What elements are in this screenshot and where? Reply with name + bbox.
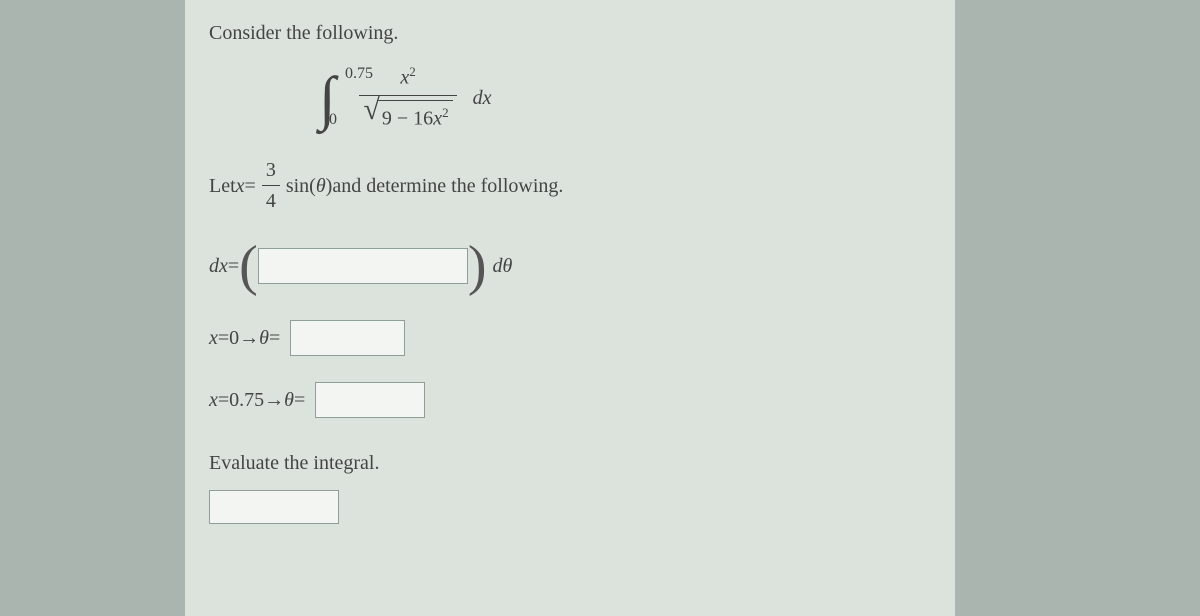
integral-lower-limit: 0 [329, 108, 337, 132]
d-theta: dθ [492, 251, 512, 281]
integral-upper-limit: 0.75 [345, 62, 373, 86]
differential-dx: dx [473, 83, 492, 113]
dx-input[interactable] [258, 248, 468, 284]
square-root: √ 9 − 16x2 [363, 98, 452, 134]
fraction-numerator: x2 [396, 62, 419, 95]
evaluate-label: Evaluate the integral. [209, 448, 931, 478]
close-paren: ) [468, 242, 487, 290]
problem-page: Consider the following. ∫ 0.75 0 x2 √ 9 … [185, 0, 955, 616]
limit-line-1: x = 0 → θ = [209, 320, 931, 356]
final-answer-input[interactable] [209, 490, 339, 524]
substitution-instruction: Let x = 3 4 sin(θ) and determine the fol… [209, 155, 931, 216]
integral-expression: ∫ 0.75 0 x2 √ 9 − 16x2 dx [319, 62, 931, 133]
limit-line-2: x = 0.75 → θ = [209, 382, 931, 418]
coefficient-fraction: 3 4 [262, 155, 280, 216]
open-paren: ( [239, 242, 258, 290]
final-answer-row [209, 490, 931, 524]
theta-at-075-input[interactable] [315, 382, 425, 418]
intro-text: Consider the following. [209, 18, 931, 48]
fraction-denominator: √ 9 − 16x2 [359, 95, 456, 134]
integral-symbol-wrap: ∫ 0.75 0 [319, 68, 335, 128]
integrand-fraction: x2 √ 9 − 16x2 [359, 62, 456, 133]
dx-equals-line: dx = ( ) dθ [209, 242, 931, 290]
radicand: 9 − 16x2 [378, 100, 453, 134]
theta-at-zero-input[interactable] [290, 320, 405, 356]
